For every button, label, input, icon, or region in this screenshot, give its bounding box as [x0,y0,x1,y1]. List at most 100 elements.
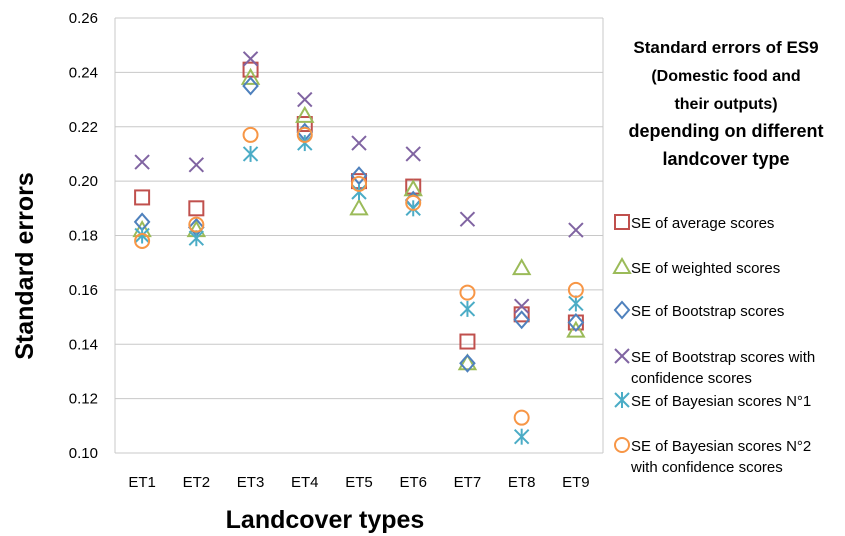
data-point [566,320,586,338]
legend-label: SE of Bayesian scores N°1 [631,393,811,410]
series-2 [133,76,585,373]
data-point [568,222,584,238]
x-tick-label: ET9 [562,474,590,491]
y-tick-label: 0.24 [69,64,98,81]
legend-label: with confidence scores [630,459,783,476]
series-4 [134,135,584,445]
x-tick-label: ET4 [291,474,319,491]
data-point [297,91,313,108]
x-tick-label: ET6 [399,474,427,491]
y-tick-label: 0.22 [69,119,98,136]
legend-label: SE of Bootstrap scores with [631,349,815,366]
data-point [297,135,313,152]
data-point [351,135,367,151]
data-point [513,409,530,426]
data-point [242,51,259,67]
chart-title-line: landcover type [662,149,789,169]
legend-item: SE of Bootstrap scores [613,300,784,320]
y-tick-label: 0.12 [69,391,98,408]
y-tick-label: 0.10 [69,445,98,462]
legend-label: SE of average scores [631,215,774,232]
legend-marker [613,300,631,320]
data-point [134,227,150,244]
data-series [132,51,586,445]
data-point [459,353,476,373]
x-tick-label: ET8 [508,474,536,491]
gridlines [114,17,604,454]
data-point [295,105,315,123]
data-point [134,154,150,170]
data-point [349,198,369,216]
data-point [188,200,205,217]
legend-item: SE of Bayesian scores N°2 with confidence… [614,437,811,476]
data-point [568,295,584,312]
data-point [242,145,259,162]
data-point [459,300,476,317]
data-point [296,126,313,143]
chart-title-line: their outputs) [674,96,777,113]
data-point [296,116,313,133]
data-point [242,126,259,143]
legend: SE of average scores SE of weighted score… [612,214,815,476]
data-point [567,312,585,333]
series-5 [134,126,584,426]
data-point [405,200,421,217]
y-tick-labels: 0.10 0.12 0.14 0.16 0.18 0.20 0.22 0.24 0.26 [69,10,98,462]
x-tick-label: ET1 [128,474,156,491]
data-point [457,353,478,371]
y-tick-label: 0.16 [69,282,98,299]
data-point [459,211,476,227]
data-point [188,230,205,247]
data-point [242,76,259,96]
data-point [134,189,151,206]
data-point [459,284,476,301]
y-tick-label: 0.26 [69,10,98,27]
legend-label: SE of weighted scores [631,260,780,277]
y-tick-label: 0.20 [69,173,98,190]
x-tick-label: ET2 [183,474,211,491]
chart-title-line: Standard errors of ES9 [633,38,818,57]
legend-marker [614,392,630,408]
data-point [513,310,530,330]
data-point [567,281,584,298]
legend-marker [614,437,630,453]
legend-label: SE of Bayesian scores N°2 [631,438,811,455]
chart-title-line: (Domestic food and [651,68,800,85]
series-3 [134,51,584,314]
data-point [188,157,205,173]
data-point [405,146,421,162]
legend-marker [614,214,630,230]
data-point [513,298,530,314]
data-point [134,232,151,249]
data-point [188,216,205,233]
y-tick-label: 0.14 [69,336,98,353]
x-tick-label: ET5 [345,474,373,491]
data-point [513,306,530,323]
data-point [350,166,368,186]
legend-item: SE of Bootstrap scores with confidence sc… [614,348,815,387]
chart-title: Standard errors of ES9 (Domestic food and… [629,38,824,169]
legend-label: confidence scores [631,370,752,387]
data-point [511,258,532,276]
legend-item: SE of average scores [614,214,774,232]
legend-marker [612,256,632,274]
x-tick-labels: ET1 ET2 ET3 ET4 ET5 ET6 ET7 ET8 ET9 [128,474,589,491]
x-tick-label: ET3 [237,474,265,491]
data-point [459,333,476,350]
series-0 [134,61,584,350]
legend-marker [614,348,630,364]
data-point [405,194,422,211]
legend-item: SE of Bayesian scores N°1 [614,392,811,410]
legend-item: SE of weighted scores [612,256,780,277]
data-point [513,428,530,445]
data-point [351,184,367,200]
x-tick-label: ET7 [454,474,482,491]
chart-title-line: depending on different [629,121,824,141]
y-axis-title: Standard errors [11,172,39,360]
x-axis-title: Landcover types [226,506,425,534]
legend-label: SE of Bootstrap scores [631,303,784,320]
y-tick-label: 0.18 [69,228,98,245]
data-point [240,67,261,85]
data-point [351,175,367,192]
